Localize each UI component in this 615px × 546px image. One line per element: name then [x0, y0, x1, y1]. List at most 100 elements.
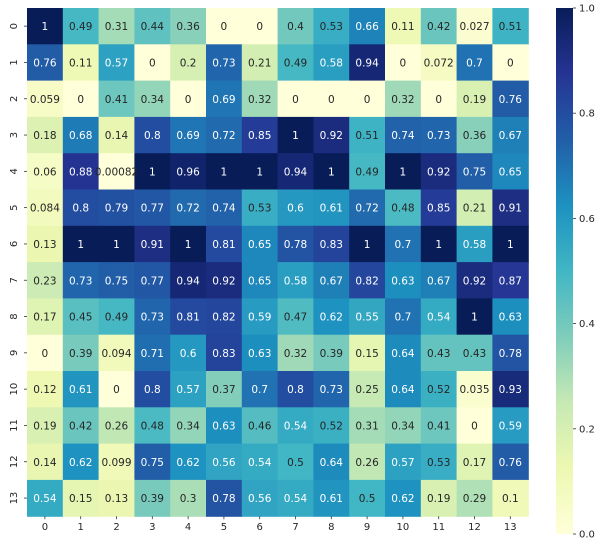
- cell-value-label: 0.92: [320, 130, 343, 142]
- heatmap-cell: [27, 153, 64, 191]
- heatmap-cell: [170, 479, 207, 517]
- y-tick-label: 0: [9, 23, 20, 29]
- cell-value-label: 0.21: [463, 203, 486, 215]
- heatmap-cell: [456, 443, 493, 481]
- y-tick-label: 11: [9, 419, 20, 432]
- cell-value-label: 0.11: [391, 21, 414, 33]
- heatmap-cell: [420, 298, 458, 336]
- cell-value-label: 0.14: [105, 130, 129, 142]
- heatmap-cell: [349, 334, 386, 372]
- heatmap-cell: [385, 225, 422, 263]
- heatmap-cell: [456, 8, 493, 45]
- cell-value-label: 0.059: [30, 94, 60, 106]
- cell-value-label: 0.8: [144, 384, 161, 396]
- heatmap-cell: [492, 80, 529, 118]
- cell-value-label: 0.027: [459, 21, 489, 33]
- cell-value-label: 0.54: [284, 493, 308, 505]
- cell-value-label: 0.92: [427, 166, 450, 178]
- heatmap-cell: [385, 443, 422, 481]
- cell-value-label: 0.67: [320, 275, 343, 287]
- heatmap-cell: [27, 189, 64, 227]
- heatmap-cell: [349, 116, 386, 154]
- heatmap-cell: [134, 443, 171, 481]
- cell-value-label: 0.54: [284, 420, 308, 432]
- cell-value-label: 0.11: [69, 57, 92, 69]
- cell-value-label: 0.56: [248, 493, 272, 505]
- heatmap-cell: [277, 407, 314, 445]
- cell-value-label: 0.59: [499, 420, 522, 432]
- heatmap-cell: [241, 189, 279, 227]
- cell-value-label: 0.17: [463, 457, 486, 469]
- heatmap-cell: [206, 443, 243, 481]
- heatmap-cell: [420, 116, 458, 154]
- cell-value-label: 0: [42, 348, 49, 360]
- heatmap-cell: [62, 116, 100, 154]
- heatmap-cell: [385, 407, 422, 445]
- heatmap-cell: [27, 298, 64, 336]
- heatmap-cell: [456, 153, 493, 191]
- heatmap-cell: [385, 116, 422, 154]
- heatmap-cell: [349, 407, 386, 445]
- cell-value-label: 0.75: [141, 457, 164, 469]
- cell-value-label: 0.65: [248, 275, 271, 287]
- cell-value-label: 0.62: [176, 457, 199, 469]
- cell-value-label: 0.73: [69, 275, 92, 287]
- heatmap-cell: [241, 298, 279, 336]
- cell-value-label: 0: [185, 94, 192, 106]
- cell-value-label: 0.13: [105, 493, 128, 505]
- cell-value-label: 0.6: [180, 348, 197, 360]
- x-tick-label: 3: [149, 522, 155, 533]
- cell-value-label: 1: [221, 166, 228, 178]
- cell-value-label: 0.084: [30, 203, 60, 215]
- cell-value-label: 0.13: [33, 239, 56, 251]
- heatmap-cell: [134, 334, 171, 372]
- heatmap-cell: [456, 116, 493, 154]
- heatmap-cell: [62, 479, 100, 517]
- heatmap-cell: [492, 225, 529, 263]
- cell-value-label: 0: [507, 57, 514, 69]
- heatmap-cell: [420, 371, 458, 408]
- cell-value-label: 0.85: [427, 203, 450, 215]
- cell-value-label: 0.1: [502, 493, 519, 505]
- heatmap-cell: [277, 262, 314, 299]
- cell-value-label: 0.74: [391, 130, 415, 142]
- heatmap-cell: [349, 225, 386, 263]
- heatmap-cell: [385, 44, 422, 82]
- cell-value-label: 0.23: [33, 275, 56, 287]
- heatmap-cell: [62, 371, 100, 408]
- heatmap-cell: [277, 479, 314, 517]
- cell-value-label: 0.58: [284, 275, 307, 287]
- cell-value-label: 0.26: [355, 457, 379, 469]
- cell-value-label: 0.00082: [95, 166, 138, 178]
- cell-value-label: 0: [149, 57, 156, 69]
- heatmap-cell: [170, 407, 207, 445]
- heatmap-cell: [27, 8, 64, 45]
- heatmap-cell: [456, 262, 493, 299]
- heatmap-cell: [349, 262, 386, 299]
- heatmap-cell: [241, 407, 279, 445]
- heatmap-cell: [27, 262, 64, 299]
- cell-value-label: 0.76: [33, 57, 57, 69]
- heatmap-cell: [277, 225, 314, 263]
- x-tick-label: 9: [364, 522, 370, 533]
- cell-value-label: 0.73: [320, 384, 343, 396]
- cell-value-label: 0.5: [287, 457, 304, 469]
- heatmap-cell: [349, 371, 386, 408]
- heatmap-cell: [170, 80, 207, 118]
- heatmap-cell: [27, 44, 64, 82]
- cell-value-label: 0.099: [101, 457, 131, 469]
- cell-value-label: 0.51: [499, 21, 522, 33]
- heatmap-cell: [206, 225, 243, 263]
- cell-value-label: 0.78: [212, 493, 235, 505]
- cell-value-label: 0.57: [391, 457, 414, 469]
- heatmap-cell: [62, 334, 100, 372]
- y-tick-label: 7: [9, 277, 20, 283]
- heatmap-cell: [98, 262, 135, 299]
- cell-value-label: 0.94: [355, 57, 379, 69]
- heatmap-cell: [170, 44, 207, 82]
- heatmap-cell: [349, 153, 386, 191]
- heatmap-cell: [492, 189, 529, 227]
- heatmap-cell: [313, 262, 350, 299]
- heatmap-cell: [27, 225, 64, 263]
